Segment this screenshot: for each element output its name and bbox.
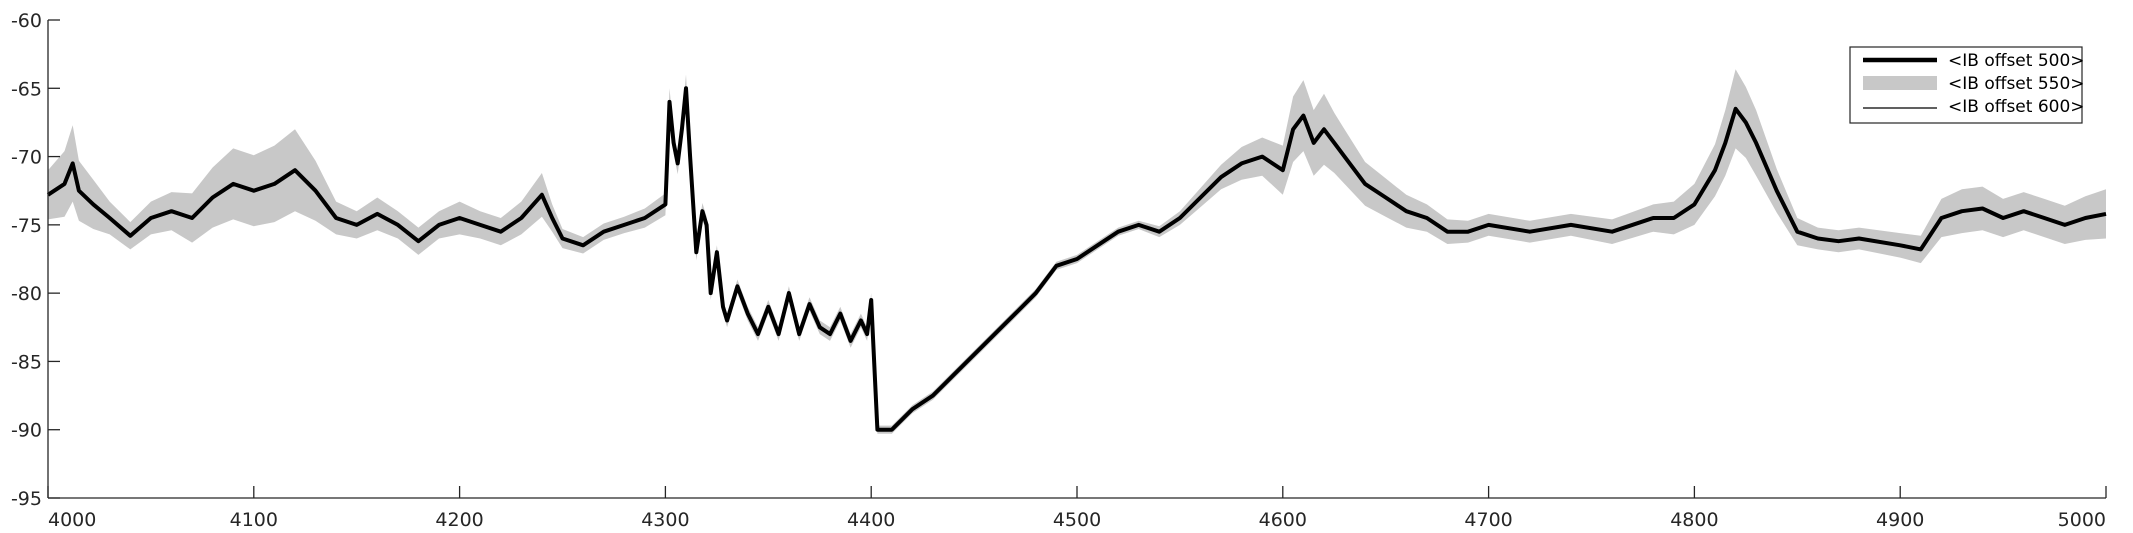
y-tick-label: -60 — [11, 10, 42, 32]
legend-label-ib-offset-600: <IB offset 600> — [1948, 97, 2085, 117]
x-tick-label: 4100 — [230, 509, 278, 531]
y-tick-label: -95 — [11, 488, 42, 510]
x-tick-label: 4200 — [435, 509, 483, 531]
x-tick-label: 4800 — [1670, 509, 1718, 531]
x-tick-label: 4900 — [1876, 509, 1924, 531]
x-tick-label: 4500 — [1053, 509, 1101, 531]
y-tick-label: -80 — [11, 283, 42, 305]
y-tick-label: -85 — [11, 351, 42, 373]
x-tick-label: 4700 — [1464, 509, 1512, 531]
series-line-ib-offset-600 — [47, 87, 2107, 431]
legend: <IB offset 500> <IB offset 550> <IB offs… — [1849, 46, 2085, 124]
y-tick-label: -70 — [11, 147, 42, 169]
y-tick-label: -65 — [11, 78, 42, 100]
x-tick-label: 4300 — [641, 509, 689, 531]
x-tick-label: 4600 — [1259, 509, 1307, 531]
x-tick-label: 5000 — [2058, 509, 2106, 531]
y-tick-label: -90 — [11, 420, 42, 442]
ticks: 4000 4100 4200 4300 4400 4500 4600 4700 4800 4900… — [11, 10, 2107, 531]
legend-label-ib-offset-550: <IB offset 550> — [1948, 74, 2085, 94]
y-tick-label: -75 — [11, 215, 42, 237]
x-tick-label: 4400 — [847, 509, 895, 531]
legend-swatch-band — [1863, 76, 1937, 90]
legend-label-ib-offset-500: <IB offset 500> — [1948, 51, 2085, 71]
x-tick-label: 4000 — [48, 509, 96, 531]
series-line-layer — [46, 86, 2107, 432]
